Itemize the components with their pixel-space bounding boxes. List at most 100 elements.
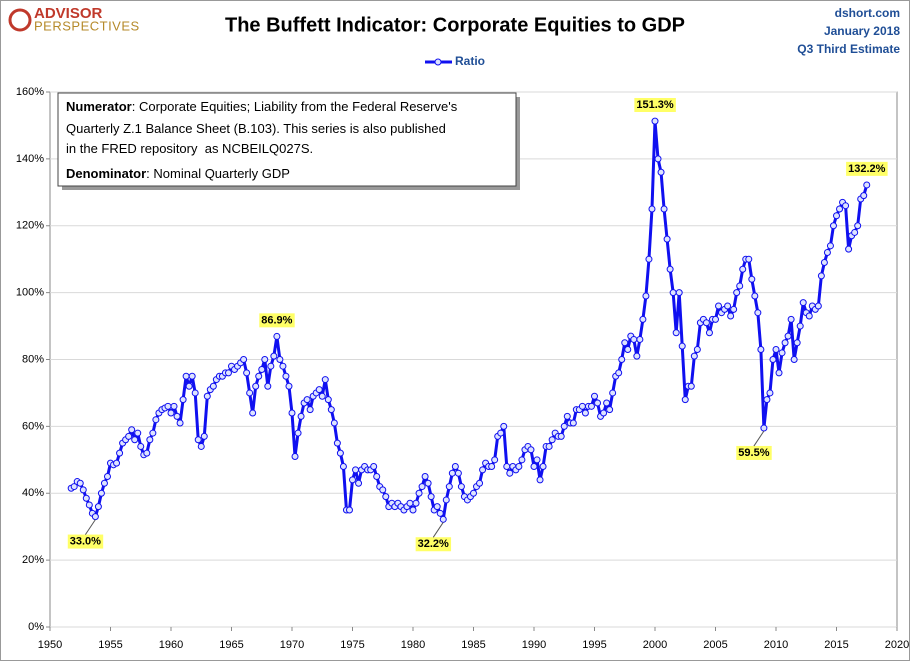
point: [527, 446, 535, 454]
point: [439, 515, 447, 523]
point: [621, 339, 629, 347]
x-tick-label: 2005: [703, 639, 727, 651]
note-text: in the FRED repository as NCBEILQ027S.: [66, 141, 313, 156]
point: [267, 362, 275, 370]
y-tick-label: 160%: [16, 86, 44, 98]
point: [100, 479, 108, 487]
point: [751, 292, 759, 300]
point: [445, 483, 453, 491]
point: [94, 503, 102, 511]
point: [297, 412, 305, 420]
point: [820, 259, 828, 267]
y-tick-label: 60%: [22, 420, 44, 432]
leader-line: [432, 522, 444, 538]
point: [569, 419, 577, 427]
point: [315, 386, 323, 394]
point: [845, 245, 853, 253]
x-tick-label: 2020: [885, 639, 909, 651]
point: [345, 506, 353, 514]
point: [170, 402, 178, 410]
point: [321, 376, 329, 384]
point: [451, 463, 459, 470]
point: [433, 503, 441, 511]
note-line: Numerator: Corporate Equities; Liability…: [66, 99, 458, 114]
point: [149, 429, 157, 437]
point: [863, 181, 871, 189]
point: [860, 192, 868, 200]
point: [615, 369, 623, 377]
data-label-bg: [415, 537, 452, 552]
point: [116, 449, 124, 457]
point: [533, 456, 541, 464]
point: [727, 312, 735, 320]
point: [255, 372, 263, 380]
data-label-bg: [736, 445, 772, 460]
point: [736, 282, 744, 290]
point: [651, 117, 659, 125]
point: [333, 439, 341, 447]
point: [805, 312, 813, 320]
point: [675, 289, 683, 297]
point: [515, 463, 523, 470]
point: [427, 493, 435, 501]
point: [814, 302, 822, 310]
data-label-group: 151.3%: [634, 97, 676, 112]
point: [754, 309, 762, 317]
point: [739, 265, 747, 273]
point: [249, 409, 257, 417]
y-tick-label: 20%: [22, 554, 44, 566]
y-tick-label: 100%: [16, 287, 44, 299]
point: [663, 235, 671, 243]
point: [793, 339, 801, 347]
point: [339, 463, 347, 470]
point: [657, 168, 665, 176]
x-tick-label: 2015: [824, 639, 848, 651]
point: [672, 329, 680, 337]
point: [276, 356, 284, 363]
brand-line1: ADVISOR: [34, 5, 103, 22]
x-tick-label: 1975: [340, 639, 364, 651]
point: [197, 442, 205, 450]
y-tick-label: 40%: [22, 487, 44, 499]
point: [500, 422, 508, 430]
point: [270, 352, 278, 360]
x-tick-label: 1990: [522, 639, 546, 651]
point: [125, 432, 133, 440]
x-tick-label: 1985: [461, 639, 485, 651]
point: [146, 436, 154, 444]
point: [167, 409, 175, 417]
point: [817, 272, 825, 280]
point: [82, 494, 90, 502]
point: [669, 289, 677, 297]
point: [264, 382, 272, 390]
point: [179, 396, 187, 404]
y-tick-label: 120%: [16, 220, 44, 232]
point: [252, 382, 260, 390]
point: [536, 476, 544, 484]
note-bold: Numerator: [66, 99, 132, 114]
point: [715, 302, 723, 310]
point: [624, 345, 632, 353]
point: [606, 406, 614, 414]
x-tick-label: 1965: [219, 639, 243, 651]
point: [418, 483, 426, 491]
point: [330, 419, 338, 427]
point: [733, 289, 741, 297]
point: [421, 473, 429, 481]
point: [687, 382, 695, 390]
point: [128, 426, 136, 434]
note-bold: Denominator: [66, 166, 146, 181]
point: [164, 402, 172, 410]
point: [690, 352, 698, 360]
point: [246, 389, 254, 397]
point: [152, 416, 160, 424]
data-label: 86.9%: [261, 314, 292, 326]
point: [382, 493, 390, 501]
x-tick-label: 1995: [582, 639, 606, 651]
point: [91, 513, 99, 521]
x-tick-label: 1960: [159, 639, 183, 651]
point: [282, 372, 290, 380]
point: [645, 255, 653, 263]
source: January 2018: [824, 24, 900, 38]
point: [173, 412, 181, 420]
